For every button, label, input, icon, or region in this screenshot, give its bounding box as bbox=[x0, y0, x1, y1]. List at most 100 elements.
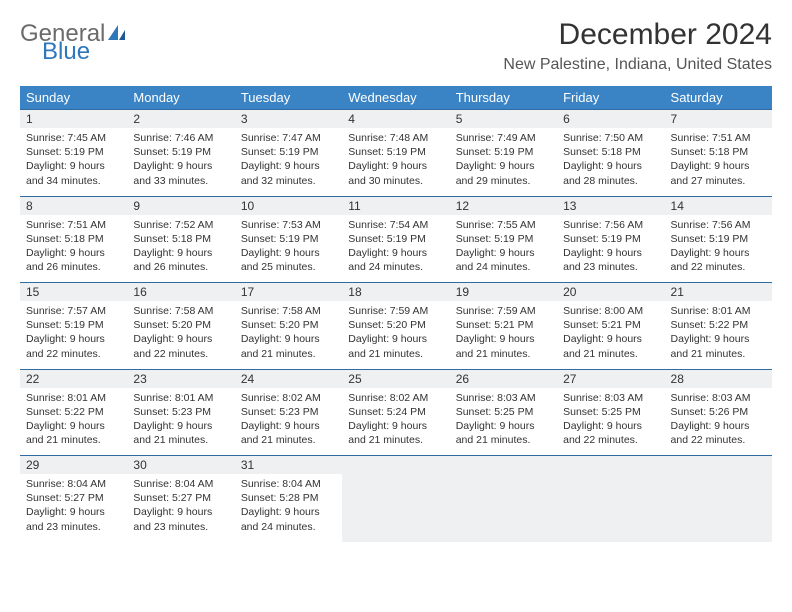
day2-text: and 24 minutes. bbox=[241, 520, 336, 534]
day-content-cell: Sunrise: 7:59 AMSunset: 5:20 PMDaylight:… bbox=[342, 301, 449, 369]
sunrise-text: Sunrise: 7:51 AM bbox=[26, 218, 121, 232]
sunrise-text: Sunrise: 8:00 AM bbox=[563, 304, 658, 318]
sunrise-text: Sunrise: 8:04 AM bbox=[26, 477, 121, 491]
day2-text: and 21 minutes. bbox=[241, 433, 336, 447]
day-number: 21 bbox=[671, 285, 684, 299]
day2-text: and 34 minutes. bbox=[26, 174, 121, 188]
sunrise-text: Sunrise: 7:45 AM bbox=[26, 131, 121, 145]
sunrise-text: Sunrise: 7:56 AM bbox=[671, 218, 766, 232]
weekday-header: Sunday bbox=[20, 86, 127, 110]
day-content-cell: Sunrise: 7:51 AMSunset: 5:18 PMDaylight:… bbox=[665, 128, 772, 196]
day-content-cell: Sunrise: 8:00 AMSunset: 5:21 PMDaylight:… bbox=[557, 301, 664, 369]
day-number: 19 bbox=[456, 285, 469, 299]
day2-text: and 22 minutes. bbox=[563, 433, 658, 447]
day-number-cell: 22 bbox=[20, 369, 127, 388]
day-number: 23 bbox=[133, 372, 146, 386]
day-number-cell: 16 bbox=[127, 283, 234, 302]
day-number-cell bbox=[557, 456, 664, 475]
day-number-cell: 18 bbox=[342, 283, 449, 302]
day-number-cell: 14 bbox=[665, 196, 772, 215]
sunset-text: Sunset: 5:20 PM bbox=[348, 318, 443, 332]
day-content-cell: Sunrise: 7:46 AMSunset: 5:19 PMDaylight:… bbox=[127, 128, 234, 196]
sunset-text: Sunset: 5:19 PM bbox=[456, 232, 551, 246]
day1-text: Daylight: 9 hours bbox=[456, 419, 551, 433]
weekday-header-row: Sunday Monday Tuesday Wednesday Thursday… bbox=[20, 86, 772, 110]
day2-text: and 21 minutes. bbox=[456, 433, 551, 447]
day-number: 24 bbox=[241, 372, 254, 386]
day1-text: Daylight: 9 hours bbox=[241, 332, 336, 346]
day-number-row: 293031 bbox=[20, 456, 772, 475]
day-number: 18 bbox=[348, 285, 361, 299]
weekday-header: Monday bbox=[127, 86, 234, 110]
day-number-cell bbox=[450, 456, 557, 475]
day2-text: and 32 minutes. bbox=[241, 174, 336, 188]
day1-text: Daylight: 9 hours bbox=[348, 159, 443, 173]
sunset-text: Sunset: 5:25 PM bbox=[563, 405, 658, 419]
day-content-cell bbox=[665, 474, 772, 542]
sunset-text: Sunset: 5:27 PM bbox=[26, 491, 121, 505]
day-number-cell: 2 bbox=[127, 110, 234, 129]
day-number: 1 bbox=[26, 112, 33, 126]
sunrise-text: Sunrise: 8:04 AM bbox=[133, 477, 228, 491]
sunset-text: Sunset: 5:20 PM bbox=[133, 318, 228, 332]
day-content-cell: Sunrise: 8:03 AMSunset: 5:26 PMDaylight:… bbox=[665, 388, 772, 456]
day-content-cell: Sunrise: 8:04 AMSunset: 5:27 PMDaylight:… bbox=[127, 474, 234, 542]
sunrise-text: Sunrise: 8:04 AM bbox=[241, 477, 336, 491]
day2-text: and 22 minutes. bbox=[671, 260, 766, 274]
day2-text: and 33 minutes. bbox=[133, 174, 228, 188]
sunset-text: Sunset: 5:19 PM bbox=[133, 145, 228, 159]
day-number-cell: 24 bbox=[235, 369, 342, 388]
day-number-cell: 11 bbox=[342, 196, 449, 215]
sunrise-text: Sunrise: 7:55 AM bbox=[456, 218, 551, 232]
day2-text: and 21 minutes. bbox=[133, 433, 228, 447]
sunset-text: Sunset: 5:19 PM bbox=[456, 145, 551, 159]
day-number: 15 bbox=[26, 285, 39, 299]
day1-text: Daylight: 9 hours bbox=[456, 246, 551, 260]
day2-text: and 29 minutes. bbox=[456, 174, 551, 188]
sunrise-text: Sunrise: 7:50 AM bbox=[563, 131, 658, 145]
day-number-cell: 13 bbox=[557, 196, 664, 215]
day-number-cell: 4 bbox=[342, 110, 449, 129]
day-number-cell: 21 bbox=[665, 283, 772, 302]
day-content-cell: Sunrise: 8:03 AMSunset: 5:25 PMDaylight:… bbox=[557, 388, 664, 456]
sunset-text: Sunset: 5:19 PM bbox=[348, 232, 443, 246]
day1-text: Daylight: 9 hours bbox=[241, 505, 336, 519]
day1-text: Daylight: 9 hours bbox=[26, 159, 121, 173]
day1-text: Daylight: 9 hours bbox=[133, 159, 228, 173]
day-number-cell: 7 bbox=[665, 110, 772, 129]
sunrise-text: Sunrise: 8:01 AM bbox=[133, 391, 228, 405]
sunset-text: Sunset: 5:18 PM bbox=[563, 145, 658, 159]
sunset-text: Sunset: 5:18 PM bbox=[133, 232, 228, 246]
day-number-cell: 25 bbox=[342, 369, 449, 388]
day1-text: Daylight: 9 hours bbox=[348, 332, 443, 346]
day-number: 3 bbox=[241, 112, 248, 126]
day-content-cell bbox=[342, 474, 449, 542]
sunset-text: Sunset: 5:23 PM bbox=[241, 405, 336, 419]
day1-text: Daylight: 9 hours bbox=[26, 505, 121, 519]
day-number-cell: 1 bbox=[20, 110, 127, 129]
sunrise-text: Sunrise: 7:59 AM bbox=[456, 304, 551, 318]
weekday-header: Tuesday bbox=[235, 86, 342, 110]
day-content-row: Sunrise: 8:01 AMSunset: 5:22 PMDaylight:… bbox=[20, 388, 772, 456]
day2-text: and 24 minutes. bbox=[348, 260, 443, 274]
sunrise-text: Sunrise: 7:52 AM bbox=[133, 218, 228, 232]
day-content-cell: Sunrise: 7:54 AMSunset: 5:19 PMDaylight:… bbox=[342, 215, 449, 283]
day-content-cell: Sunrise: 7:50 AMSunset: 5:18 PMDaylight:… bbox=[557, 128, 664, 196]
day-number-cell: 8 bbox=[20, 196, 127, 215]
sunrise-text: Sunrise: 7:46 AM bbox=[133, 131, 228, 145]
day-number-cell: 28 bbox=[665, 369, 772, 388]
day2-text: and 25 minutes. bbox=[241, 260, 336, 274]
day-content-cell: Sunrise: 7:53 AMSunset: 5:19 PMDaylight:… bbox=[235, 215, 342, 283]
day2-text: and 28 minutes. bbox=[563, 174, 658, 188]
sunset-text: Sunset: 5:19 PM bbox=[26, 145, 121, 159]
day2-text: and 23 minutes. bbox=[563, 260, 658, 274]
day-number-cell: 6 bbox=[557, 110, 664, 129]
day-content-cell: Sunrise: 8:04 AMSunset: 5:27 PMDaylight:… bbox=[20, 474, 127, 542]
day-content-cell: Sunrise: 7:47 AMSunset: 5:19 PMDaylight:… bbox=[235, 128, 342, 196]
day1-text: Daylight: 9 hours bbox=[671, 332, 766, 346]
sunrise-text: Sunrise: 7:49 AM bbox=[456, 131, 551, 145]
sunrise-text: Sunrise: 8:02 AM bbox=[348, 391, 443, 405]
day-content-cell: Sunrise: 7:45 AMSunset: 5:19 PMDaylight:… bbox=[20, 128, 127, 196]
day-number-cell: 26 bbox=[450, 369, 557, 388]
day1-text: Daylight: 9 hours bbox=[26, 246, 121, 260]
